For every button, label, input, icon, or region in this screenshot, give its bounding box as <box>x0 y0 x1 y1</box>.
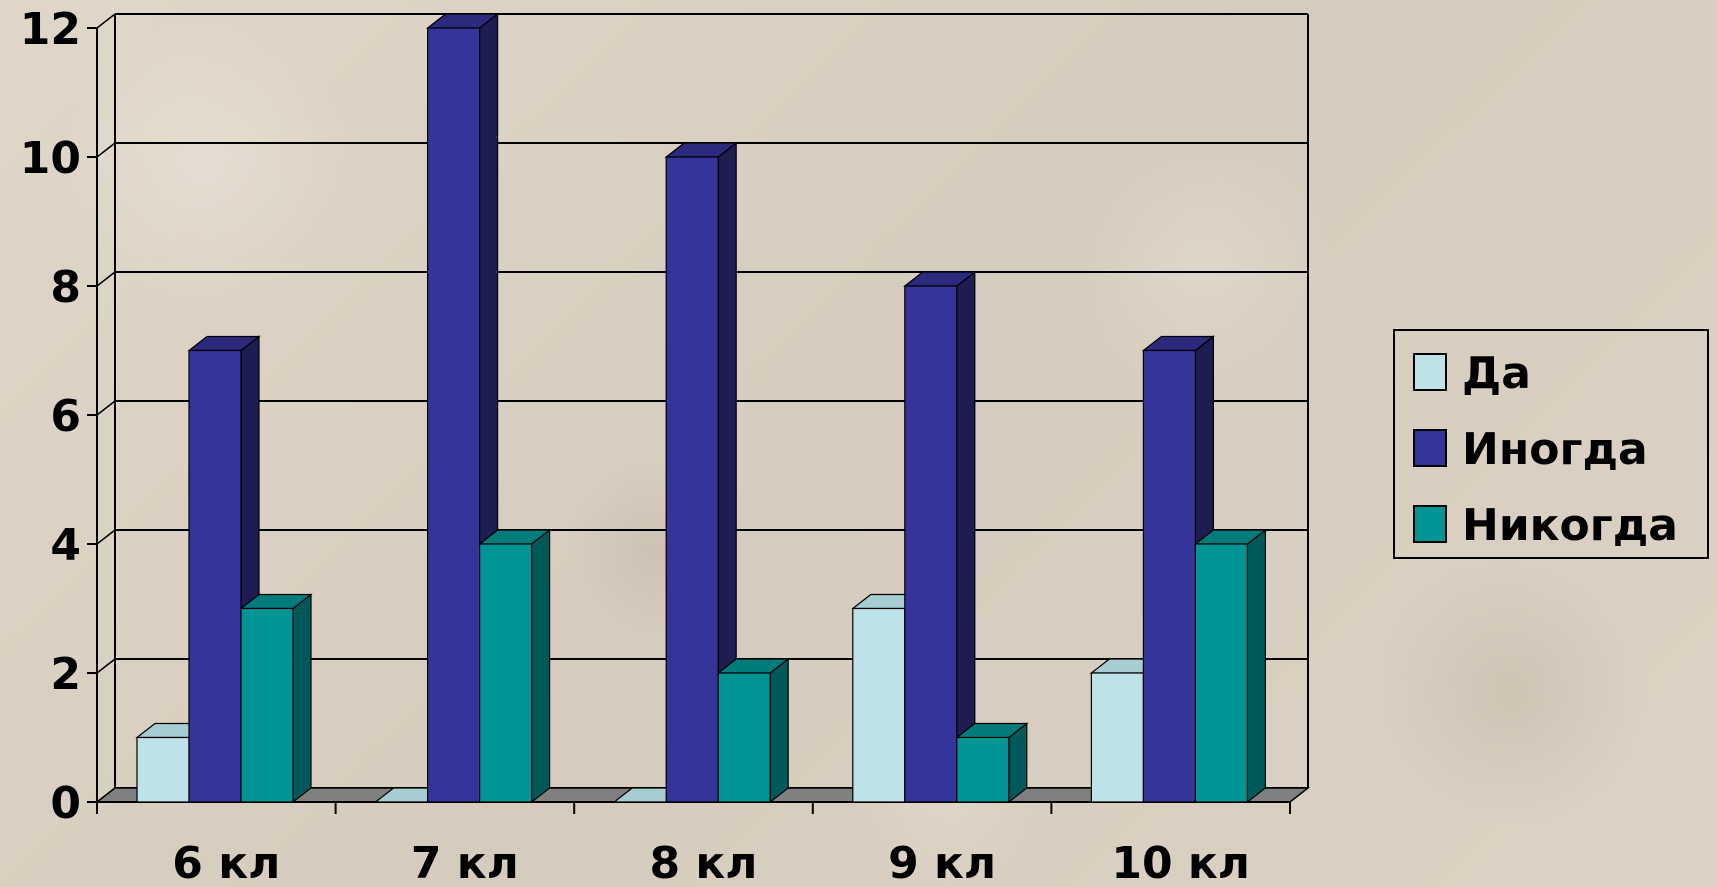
bar-side <box>292 593 312 804</box>
x-tick-labels: 6 кл 7 кл 8 кл 9 кл 10 кл <box>172 838 1250 887</box>
gridline-side <box>96 658 116 674</box>
bar-side <box>769 657 789 804</box>
legend-entry: Иногда <box>1462 424 1648 475</box>
bar <box>477 528 552 804</box>
y-tick-label: 0 <box>50 778 81 829</box>
gridline-side <box>96 142 116 158</box>
bar-front <box>665 156 719 803</box>
gridline-side <box>96 529 116 545</box>
x-tick-label: 7 кл <box>411 838 519 887</box>
x-tick-label: 6 кл <box>172 838 280 887</box>
y-tick-label: 6 <box>50 391 81 442</box>
bar-front <box>136 736 190 803</box>
legend-swatch <box>1413 505 1447 543</box>
bar-front <box>240 607 294 803</box>
legend: Да Иногда Никогда <box>1393 329 1709 559</box>
x-tick-label: 9 кл <box>888 838 996 887</box>
bar-front <box>852 607 906 803</box>
bar-front <box>956 736 1010 803</box>
y-tick-label: 2 <box>50 649 81 700</box>
bar-front <box>904 285 958 803</box>
bar-front <box>1090 672 1145 803</box>
bar-side <box>1246 528 1267 804</box>
bar-side <box>956 270 976 804</box>
bar-front <box>1194 543 1249 803</box>
y-tick-label: 12 <box>20 4 81 55</box>
gridline-side <box>96 271 116 287</box>
bar <box>1193 528 1268 804</box>
bar-front <box>1142 349 1197 803</box>
y-tick-labels: 0 2 4 6 8 10 12 <box>20 4 81 829</box>
legend-entry: Да <box>1462 348 1531 399</box>
bar <box>664 141 738 804</box>
bar-front <box>188 349 242 803</box>
legend-entry: Никогда <box>1462 500 1678 551</box>
x-tick-label: 8 кл <box>649 838 757 887</box>
legend-swatch <box>1413 353 1447 391</box>
bar <box>903 270 977 804</box>
bar-front <box>479 543 533 803</box>
y-tick-label: 10 <box>20 133 81 184</box>
bar <box>239 593 313 804</box>
y-tick-label: 8 <box>50 262 81 313</box>
legend-box <box>1393 329 1709 559</box>
bar <box>716 657 790 804</box>
x-tick-label: 10 кл <box>1111 838 1250 887</box>
bars <box>135 12 1268 804</box>
y-tick-label: 4 <box>50 520 81 571</box>
bar-side <box>530 528 551 804</box>
bar <box>955 722 1029 804</box>
bar-front <box>717 672 771 803</box>
gridline-side <box>96 400 116 416</box>
bar-front <box>427 27 481 803</box>
gridline-side <box>96 13 116 29</box>
legend-swatch <box>1413 429 1447 467</box>
